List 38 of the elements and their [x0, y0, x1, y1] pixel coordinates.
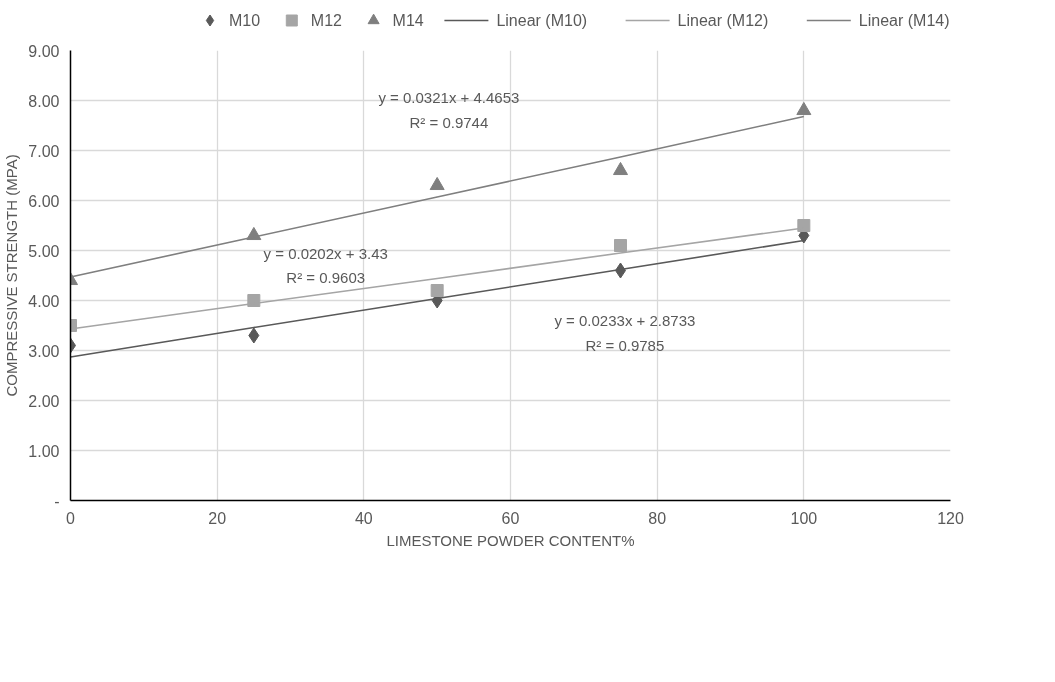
- x-tick-label: 0: [66, 509, 76, 527]
- y-tick-label: 7.00: [28, 142, 60, 160]
- y-axis-title: COMPRESSIVE STRENGTH (MPA): [3, 154, 21, 397]
- legend-label: M12: [310, 12, 343, 29]
- point: [614, 239, 627, 252]
- x-tick-label: 80: [648, 509, 667, 527]
- point: [613, 161, 628, 176]
- point: [797, 219, 811, 232]
- annotation: R² = 0.9603: [286, 269, 366, 287]
- y-tick-label: 4.00: [28, 292, 60, 310]
- point: [248, 327, 260, 344]
- annotation: R² = 0.9744: [409, 114, 489, 131]
- y-tick-label: 2.00: [28, 392, 60, 410]
- x-tick-label: 100: [790, 509, 818, 527]
- y-tick-label: 5.00: [28, 242, 60, 260]
- annotation: y = 0.0233x + 2.8733: [554, 312, 696, 329]
- legend-label: M10: [229, 12, 261, 29]
- y-tick-label: 3.00: [28, 342, 60, 360]
- x-tick-label: 40: [354, 509, 373, 527]
- y-tick-label: 8.00: [28, 92, 60, 110]
- x-tick-label: 20: [208, 509, 227, 527]
- y-tick-label: 6.00: [28, 192, 60, 210]
- y-tick-label: 1.00: [28, 442, 60, 460]
- legend-label: M14: [392, 12, 424, 29]
- annotation: y = 0.0202x + 3.43: [263, 244, 388, 262]
- x-axis-title: LIMESTONE POWDER CONTENT%: [386, 531, 635, 549]
- y-tick-label: -: [54, 492, 60, 510]
- annotation: R² = 0.9785: [585, 336, 665, 354]
- x-tick-label: 60: [501, 509, 520, 527]
- point: [429, 176, 445, 191]
- legend-label: Linear (M10): [496, 12, 588, 29]
- point: [796, 101, 812, 116]
- legend-label: Linear (M12): [677, 12, 769, 29]
- annotation: y = 0.0321x + 4.4653: [378, 89, 520, 107]
- legend-label: Linear (M14): [858, 12, 950, 29]
- x-tick-label: 120: [937, 509, 964, 527]
- y-tick-label: 9.00: [28, 42, 60, 60]
- point: [430, 284, 444, 297]
